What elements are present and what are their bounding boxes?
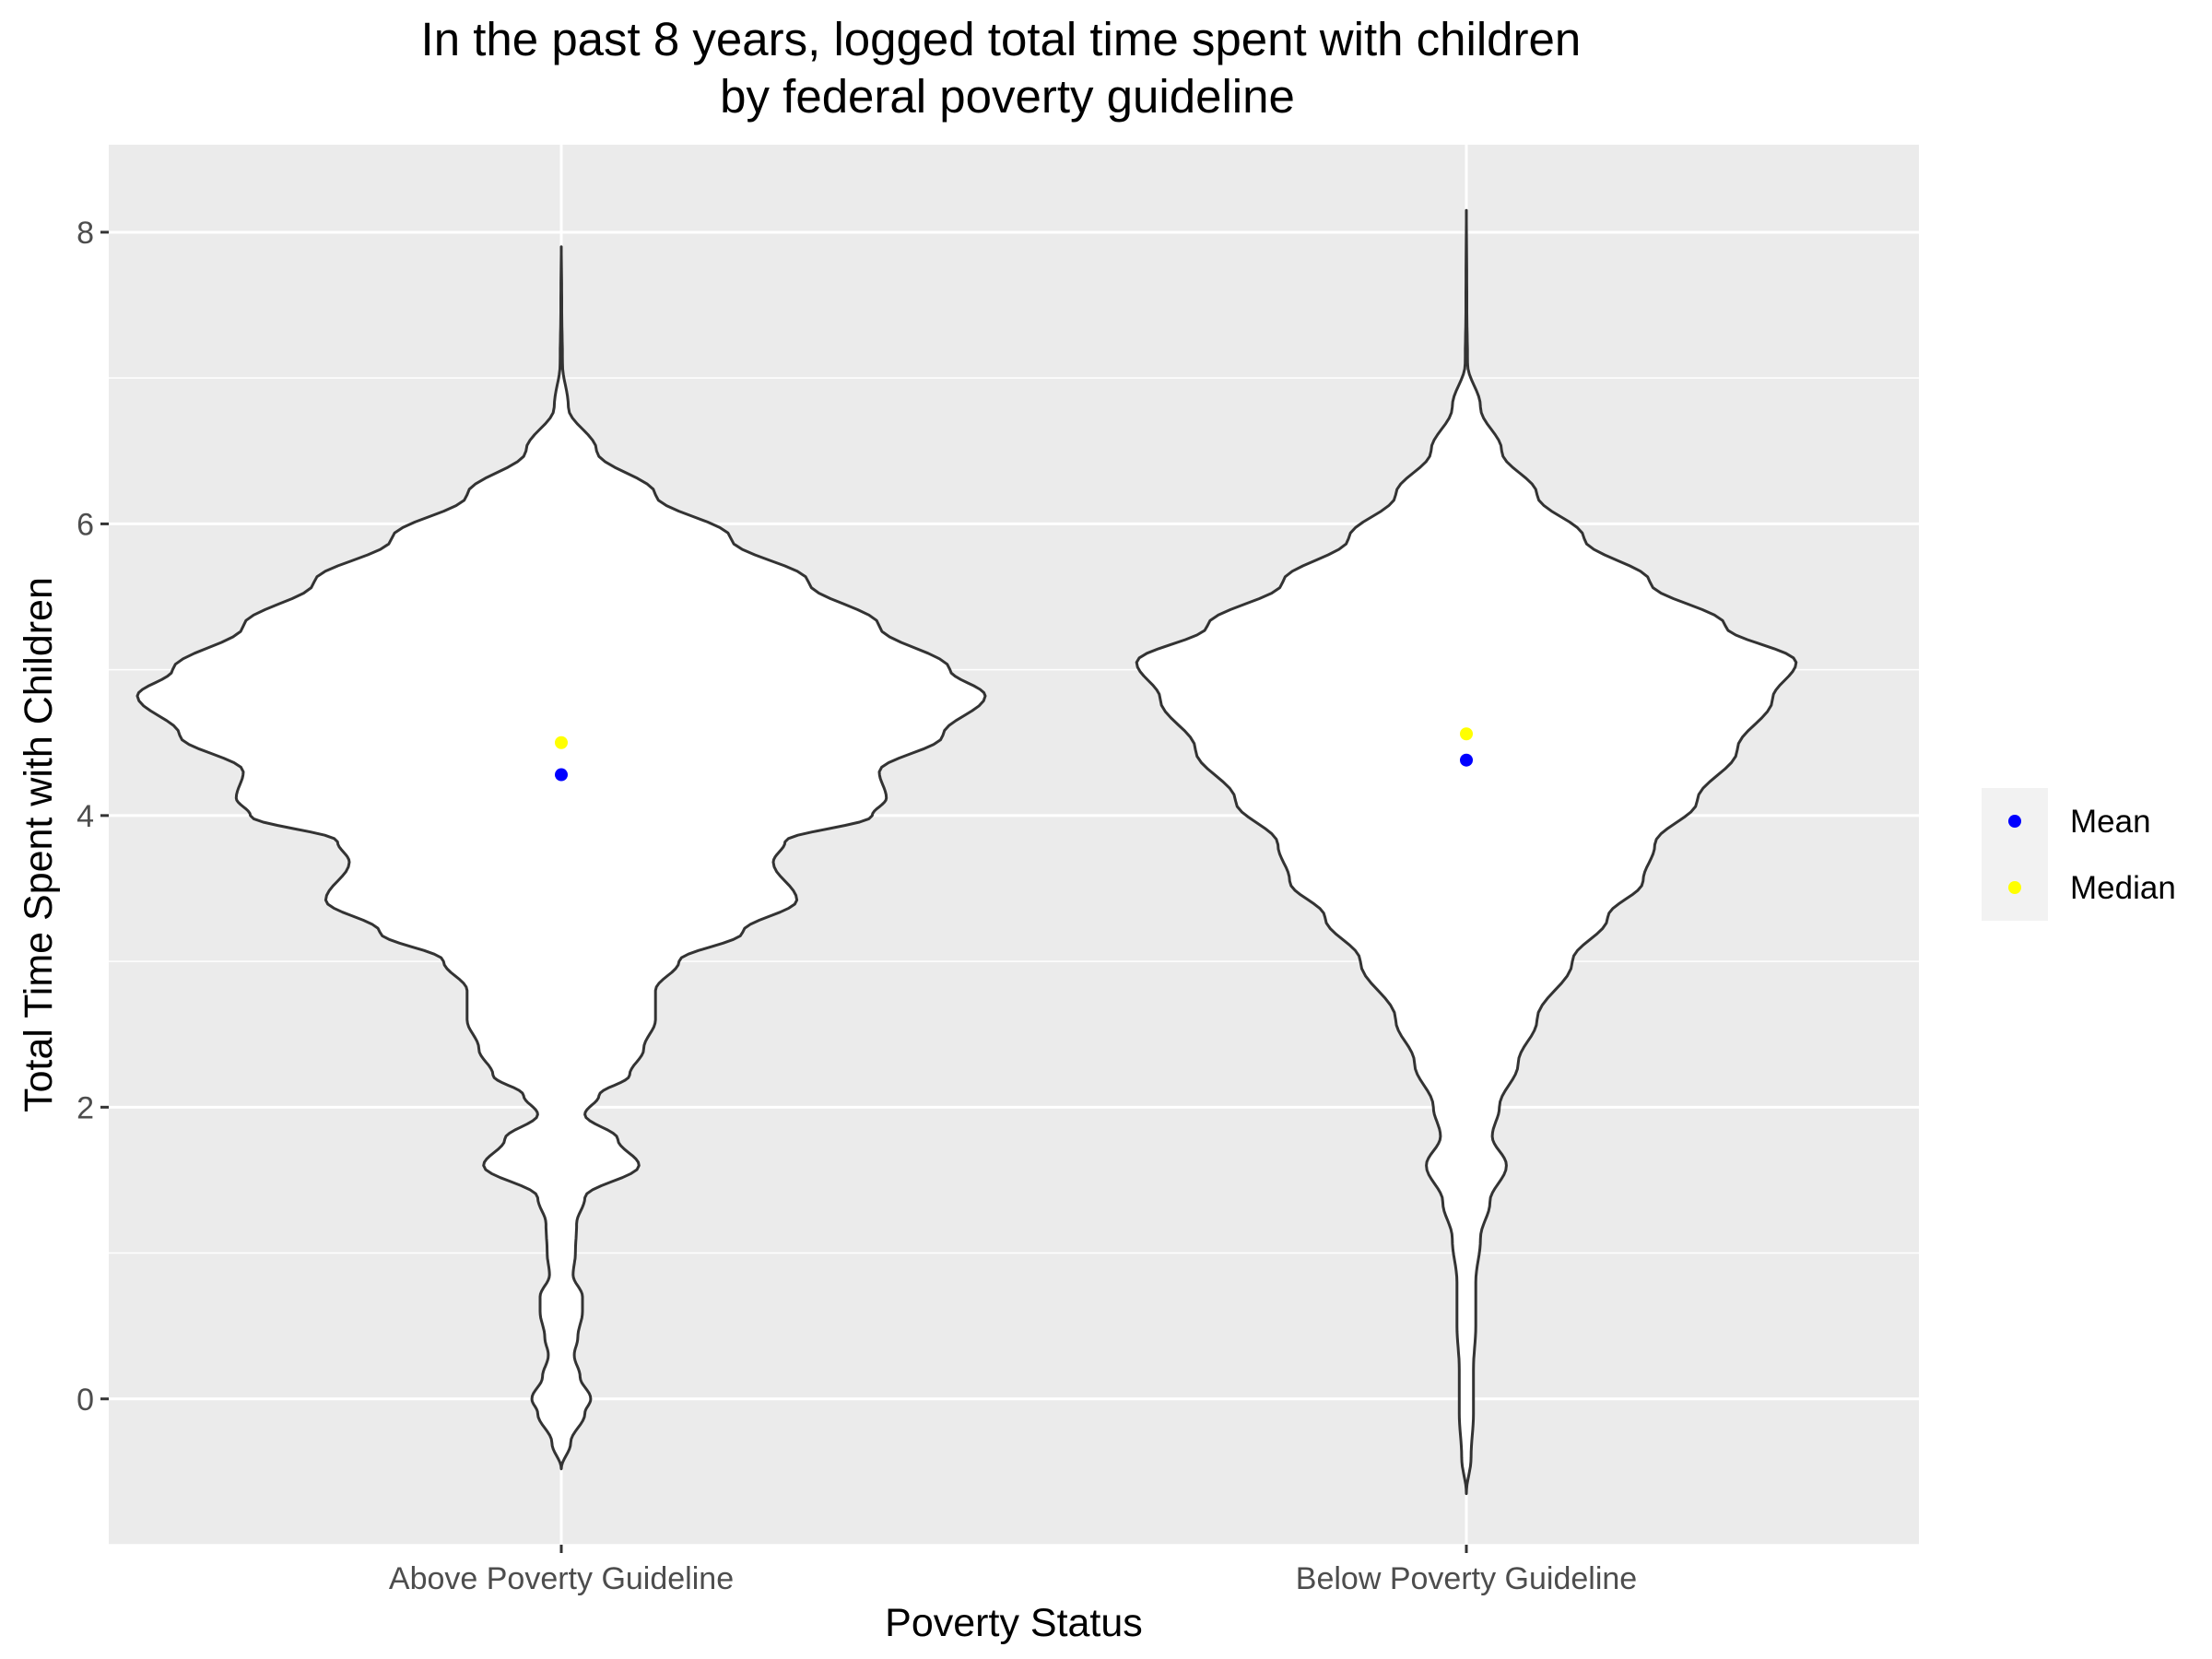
mean-point-above xyxy=(555,768,568,782)
y-tick-label: 8 xyxy=(76,216,94,251)
legend-key-mean xyxy=(2008,815,2021,828)
y-axis-title: Total Time Spent with Children xyxy=(17,577,61,1112)
chart-title-line-2: by federal poverty guideline xyxy=(720,70,1295,123)
legend: Mean Median xyxy=(1982,788,2176,921)
legend-label-mean: Mean xyxy=(2070,804,2151,840)
legend-label-median: Median xyxy=(2070,870,2176,906)
summary-points xyxy=(555,727,1473,782)
x-axis-title: Poverty Status xyxy=(885,1601,1143,1645)
legend-key-background xyxy=(1982,788,2048,921)
chart-title-line-1: In the past 8 years, logged total time s… xyxy=(421,13,1582,65)
violin-above xyxy=(135,245,987,1471)
mean-point-below xyxy=(1460,753,1473,767)
x-tick-label: Below Poverty Guideline xyxy=(1296,1561,1637,1596)
y-tick-label: 2 xyxy=(76,1090,94,1125)
violins xyxy=(135,208,1798,1496)
violin-below xyxy=(1135,208,1798,1496)
median-point-above xyxy=(555,735,568,749)
grid-minor xyxy=(109,377,1919,1546)
legend-key-median xyxy=(2008,881,2021,894)
y-tick-label: 0 xyxy=(76,1382,94,1418)
x-axis: Above Poverty Guideline Below Poverty Gui… xyxy=(389,1545,1637,1596)
y-tick-label: 4 xyxy=(76,799,94,834)
y-tick-label: 6 xyxy=(76,507,94,542)
y-axis: 0 2 4 6 8 xyxy=(76,216,109,1418)
x-tick-label: Above Poverty Guideline xyxy=(389,1561,734,1596)
median-point-below xyxy=(1460,727,1473,741)
chart-title: In the past 8 years, logged total time s… xyxy=(421,13,1594,123)
